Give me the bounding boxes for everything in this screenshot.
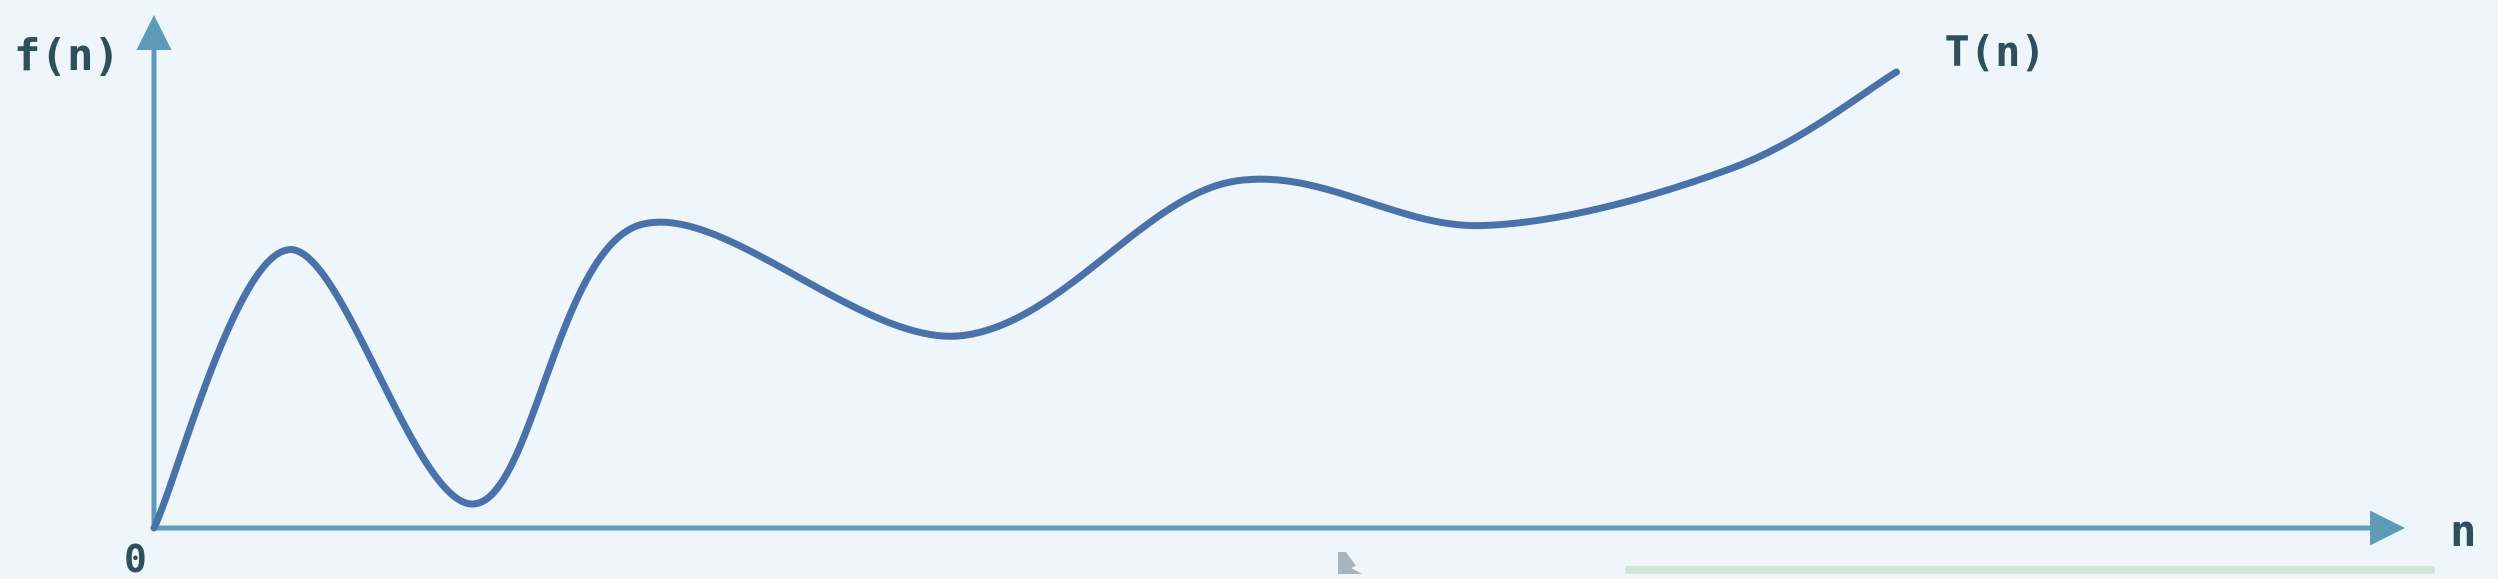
series-label-t-n: T(n): [1945, 27, 2046, 76]
mouse-pointer-icon: [1338, 552, 1362, 574]
bottom-strip: [1625, 566, 2435, 574]
series-line-t-n: [150, 68, 1900, 532]
x-axis-label: n: [2450, 506, 2477, 557]
y-axis-label: f(n): [14, 30, 120, 81]
origin-label: 0: [124, 537, 147, 574]
